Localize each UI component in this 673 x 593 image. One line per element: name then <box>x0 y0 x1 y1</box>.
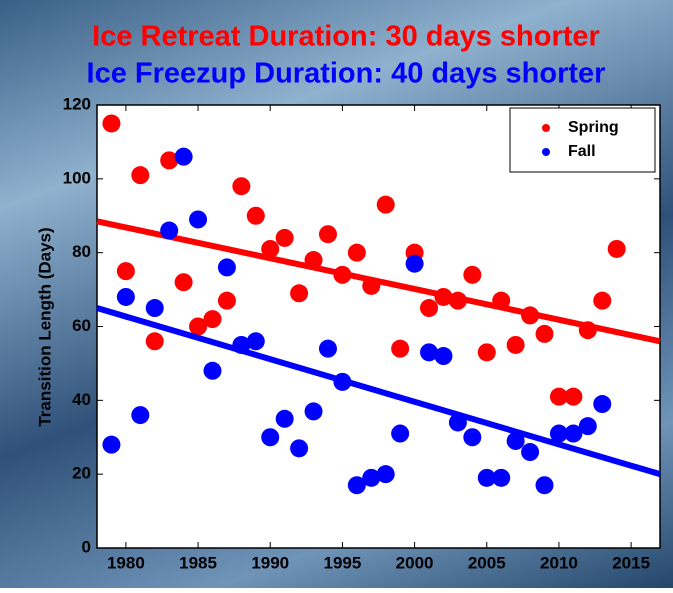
point <box>463 428 481 446</box>
legend-label: Spring <box>568 119 619 136</box>
point <box>261 428 279 446</box>
point <box>203 310 221 328</box>
point <box>434 347 452 365</box>
point <box>102 114 120 132</box>
point <box>333 266 351 284</box>
point <box>377 465 395 483</box>
point <box>319 340 337 358</box>
chart-subtitle: Ice Freezup Duration: 40 days shorter <box>87 58 606 90</box>
point <box>593 292 611 310</box>
point <box>261 240 279 258</box>
y-tick-label: 120 <box>63 94 91 113</box>
point <box>507 432 525 450</box>
point <box>420 299 438 317</box>
point <box>536 476 554 494</box>
point <box>247 207 265 225</box>
point <box>131 166 149 184</box>
point <box>160 222 178 240</box>
x-tick-label: 2015 <box>612 553 650 572</box>
point <box>579 417 597 435</box>
point <box>449 413 467 431</box>
point <box>146 332 164 350</box>
point <box>521 443 539 461</box>
point <box>131 406 149 424</box>
point <box>391 340 409 358</box>
point <box>492 292 510 310</box>
y-tick-label: 60 <box>72 316 91 335</box>
point <box>564 388 582 406</box>
point <box>290 284 308 302</box>
point <box>391 425 409 443</box>
legend-marker <box>542 124 550 132</box>
point <box>463 266 481 284</box>
point <box>117 288 135 306</box>
chart: Ice Retreat Duration: 30 days shorter Ic… <box>0 0 673 588</box>
point <box>305 251 323 269</box>
legend-label: Fall <box>568 143 596 160</box>
point <box>348 244 366 262</box>
point <box>203 362 221 380</box>
point <box>521 306 539 324</box>
point <box>189 210 207 228</box>
legend-box <box>510 108 655 172</box>
point <box>102 436 120 454</box>
point <box>218 258 236 276</box>
x-tick-label: 1995 <box>323 553 361 572</box>
chart-title: Ice Retreat Duration: 30 days shorter <box>92 21 600 53</box>
point <box>232 177 250 195</box>
point <box>478 343 496 361</box>
point <box>276 410 294 428</box>
x-tick-label: 1990 <box>251 553 289 572</box>
x-tick-label: 1980 <box>107 553 145 572</box>
x-tick-label: 2000 <box>396 553 434 572</box>
y-axis-label: Transition Length (Days) <box>35 227 54 426</box>
point <box>362 277 380 295</box>
point <box>333 373 351 391</box>
point <box>146 299 164 317</box>
point <box>319 225 337 243</box>
point <box>492 469 510 487</box>
point <box>276 229 294 247</box>
point <box>175 273 193 291</box>
point <box>218 292 236 310</box>
point <box>608 240 626 258</box>
y-tick-label: 20 <box>72 464 91 483</box>
point <box>449 292 467 310</box>
x-tick-label: 1985 <box>179 553 217 572</box>
y-tick-label: 0 <box>82 537 91 556</box>
x-tick-label: 2010 <box>540 553 578 572</box>
legend-marker <box>542 148 550 156</box>
y-tick-label: 40 <box>72 390 91 409</box>
point <box>536 325 554 343</box>
point <box>117 262 135 280</box>
y-tick-label: 80 <box>72 242 91 261</box>
slide: Ice Retreat Duration: 30 days shorter Ic… <box>0 0 673 588</box>
point <box>593 395 611 413</box>
y-tick-label: 100 <box>63 168 91 187</box>
point <box>305 402 323 420</box>
point <box>290 439 308 457</box>
point <box>507 336 525 354</box>
point <box>377 196 395 214</box>
point <box>579 321 597 339</box>
point <box>175 148 193 166</box>
point <box>247 332 265 350</box>
x-tick-label: 2005 <box>468 553 506 572</box>
point <box>406 255 424 273</box>
